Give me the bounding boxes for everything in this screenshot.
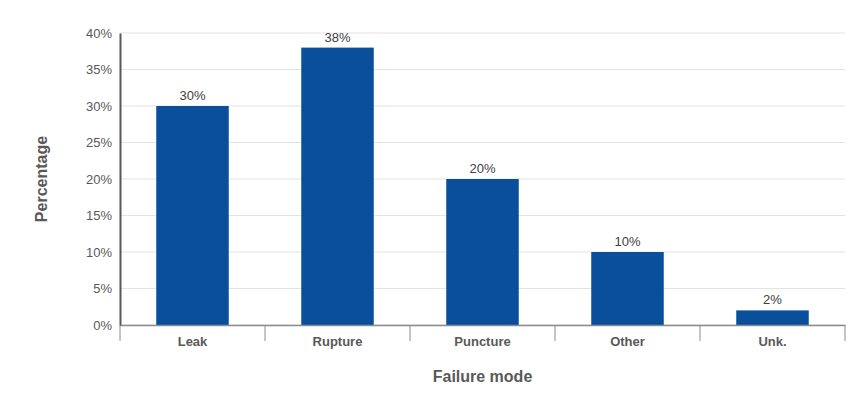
y-tick-label: 30% bbox=[86, 99, 112, 114]
x-tick-label: Unk. bbox=[758, 334, 786, 349]
x-axis-title: Failure mode bbox=[433, 368, 533, 385]
x-tick-label: Leak bbox=[178, 334, 208, 349]
bar bbox=[156, 106, 229, 325]
y-tick: 25% bbox=[86, 135, 120, 150]
y-tick-label: 35% bbox=[86, 62, 112, 77]
data-label: 2% bbox=[763, 292, 782, 307]
bar bbox=[591, 252, 664, 325]
y-axis-title: Percentage bbox=[33, 136, 50, 222]
data-label: 30% bbox=[179, 88, 205, 103]
data-label: 10% bbox=[614, 234, 640, 249]
y-axis-line bbox=[120, 34, 122, 326]
bar bbox=[446, 179, 519, 325]
y-tick-label: 15% bbox=[86, 208, 112, 223]
y-tick-label: 10% bbox=[86, 245, 112, 260]
data-label: 20% bbox=[469, 161, 495, 176]
y-tick: 15% bbox=[86, 208, 120, 223]
plot: Leak Rupture Puncture Other Unk. 0% 5% 10% 15% 20… bbox=[86, 26, 846, 350]
y-tick: 40% bbox=[86, 26, 120, 41]
y-tick-label: 25% bbox=[86, 135, 112, 150]
x-tick-label: Rupture bbox=[313, 334, 363, 349]
category-separator bbox=[555, 325, 556, 341]
category-separator bbox=[265, 325, 266, 341]
bars bbox=[156, 48, 809, 325]
y-tick: 5% bbox=[93, 281, 120, 296]
data-labels: 30% 38% 20% 10% 2% bbox=[179, 30, 782, 308]
x-axis: Leak Rupture Puncture Other Unk. bbox=[121, 325, 846, 349]
y-tick: 20% bbox=[86, 172, 120, 187]
category-separators bbox=[120, 325, 845, 341]
y-tick: 30% bbox=[86, 99, 120, 114]
x-tick-label: Other bbox=[610, 334, 645, 349]
x-tick: Other bbox=[610, 325, 645, 349]
category-separator bbox=[120, 325, 121, 341]
x-tick: Unk. bbox=[758, 325, 786, 349]
bar bbox=[736, 310, 809, 325]
y-tick: 0% bbox=[93, 318, 120, 333]
x-axis-line bbox=[121, 325, 846, 327]
grid-line bbox=[120, 69, 845, 70]
grid-line bbox=[120, 33, 845, 34]
category-separator bbox=[410, 325, 411, 341]
bar bbox=[301, 48, 374, 325]
x-tick: Rupture bbox=[313, 325, 363, 349]
category-separator bbox=[845, 325, 846, 341]
chart: Leak Rupture Puncture Other Unk. 0% 5% 10% 15% 20… bbox=[0, 0, 859, 394]
x-tick-label: Puncture bbox=[454, 334, 510, 349]
category-separator bbox=[700, 325, 701, 341]
x-tick: Leak bbox=[178, 325, 208, 349]
y-tick: 35% bbox=[86, 62, 120, 77]
x-tick: Puncture bbox=[454, 325, 510, 349]
data-label: 38% bbox=[324, 30, 350, 45]
y-tick: 10% bbox=[86, 245, 120, 260]
grid bbox=[120, 33, 845, 325]
y-tick-label: 5% bbox=[93, 281, 112, 296]
y-tick-label: 40% bbox=[86, 26, 112, 41]
y-tick-label: 0% bbox=[93, 318, 112, 333]
y-axis: 0% 5% 10% 15% 20% 25% 30% 35% 40% bbox=[86, 26, 121, 333]
y-tick-label: 20% bbox=[86, 172, 112, 187]
